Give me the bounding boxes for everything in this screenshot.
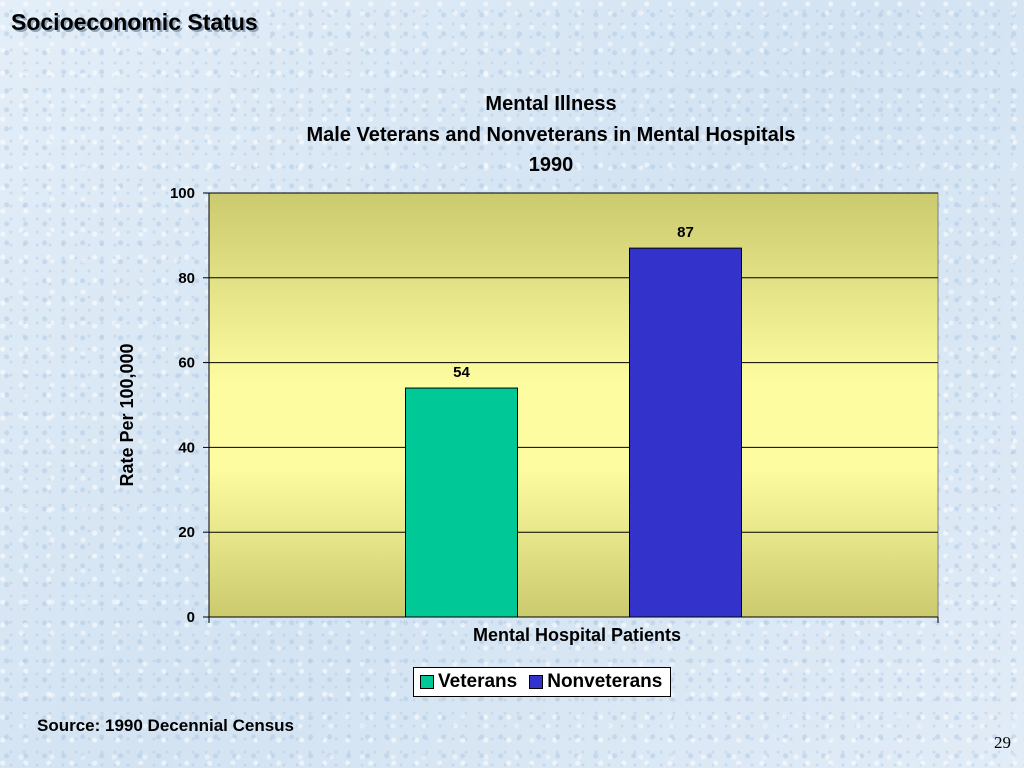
source-note: Source: 1990 Decennial Census — [37, 716, 295, 735]
data-labels: 54 87 — [453, 224, 694, 381]
data-label-veterans: 54 — [453, 364, 470, 381]
gridlines — [209, 192, 938, 533]
x-axis-title: Mental Hospital Patients — [473, 625, 681, 645]
y-axis-ticks: 0 20 40 60 80 100 — [170, 185, 209, 626]
bar-nonveterans — [629, 247, 742, 618]
y-tick-label-100: 100 — [170, 185, 195, 202]
legend-item-nonveterans: Nonveterans — [529, 671, 662, 693]
legend: Veterans Nonveterans — [413, 667, 672, 697]
chart-subtitle-line-1: Male Veterans and Nonveterans in Mental … — [306, 124, 795, 146]
bar-veterans — [405, 387, 518, 618]
legend-label-nonveterans: Nonveterans — [547, 671, 663, 692]
data-label-nonveterans: 87 — [677, 224, 694, 241]
chart-subtitle-line-2: 1990 — [529, 154, 574, 176]
legend-item-veterans: Veterans — [420, 671, 517, 693]
slide-title: Socioeconomic Status — [11, 9, 258, 35]
legend-swatch-nonveterans — [529, 675, 544, 689]
page-number: 29 — [994, 733, 1011, 752]
y-axis-title: Rate Per 100,000 — [117, 343, 137, 486]
y-tick-label-40: 40 — [178, 439, 195, 456]
plot-area — [208, 192, 939, 618]
legend-swatch-veterans — [420, 675, 434, 689]
y-tick-label-0: 0 — [187, 609, 195, 626]
legend-label-veterans: Veterans — [438, 671, 518, 692]
y-tick-label-60: 60 — [178, 355, 195, 372]
y-tick-label-80: 80 — [178, 270, 195, 287]
bars — [405, 247, 742, 618]
chart-title: Mental Illness — [485, 93, 616, 115]
y-tick-label-20: 20 — [178, 524, 195, 541]
